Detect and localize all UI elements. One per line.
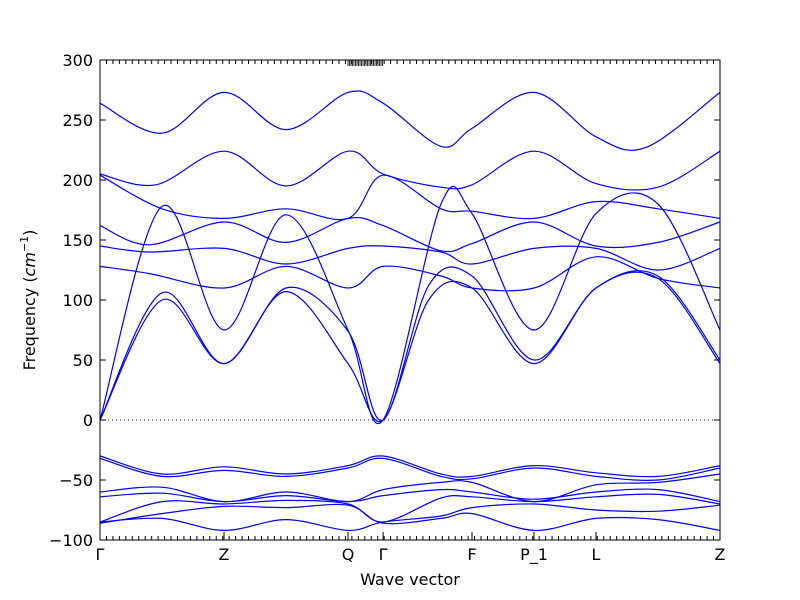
y-tick-label: 100	[62, 291, 93, 310]
axis-ticks	[99, 59, 721, 541]
band-line-9	[99, 90, 721, 151]
band-line-15	[99, 503, 721, 532]
y-axis-label: Frequency (cm−1)	[18, 230, 39, 371]
y-tick-labels: −100 −50 0 50 100 150 200 250 300	[49, 51, 93, 550]
x-tick-label: P_1	[520, 545, 548, 565]
y-tick-label: 0	[83, 411, 93, 430]
x-tick-label: Γ	[96, 545, 105, 564]
band-line-11	[99, 457, 721, 481]
y-tick-label: 150	[62, 231, 93, 250]
band-line-14	[99, 493, 721, 523]
band-line-5	[99, 245, 721, 271]
x-tick-label: L	[592, 545, 601, 564]
y-tick-label: 300	[62, 51, 93, 70]
band-line-8	[99, 150, 721, 191]
y-tick-label: 250	[62, 111, 93, 130]
band-line-3	[99, 185, 721, 424]
plot-area	[99, 90, 721, 532]
x-tick-label: Z	[715, 545, 726, 564]
band-line-13	[99, 488, 721, 503]
y-tick-label: 50	[73, 351, 93, 370]
y-tick-label: −50	[59, 471, 93, 490]
x-tick-labels: Γ Z Q Γ F P_1 L Z	[96, 545, 726, 565]
x-tick-label: Z	[219, 545, 230, 564]
axes-frame	[99, 59, 721, 541]
y-tick-label: −100	[49, 531, 93, 550]
x-tick-label: Γ	[379, 545, 388, 564]
y-tick-label: 200	[62, 171, 93, 190]
band-line-16	[99, 503, 721, 532]
x-tick-label: Q	[342, 545, 355, 564]
band-line-7	[99, 174, 721, 221]
band-line-6	[99, 216, 721, 253]
band-line-4	[99, 256, 721, 292]
x-axis-label: Wave vector	[360, 570, 460, 589]
x-tick-label: F	[467, 545, 476, 564]
band-line-2	[99, 266, 721, 421]
band-line-10	[99, 455, 721, 478]
